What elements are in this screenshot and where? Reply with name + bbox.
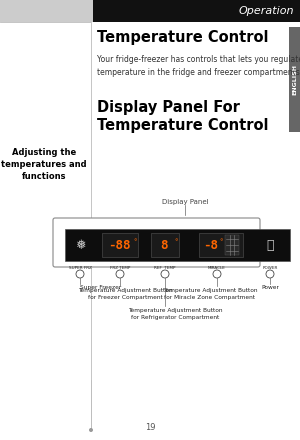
Text: ENGLISH: ENGLISH <box>292 64 297 95</box>
Bar <box>289 27 300 132</box>
Text: functions: functions <box>22 172 66 181</box>
Text: ❅: ❅ <box>75 238 85 252</box>
Text: FRZ TEMP: FRZ TEMP <box>110 266 130 270</box>
Text: -8: -8 <box>203 238 218 252</box>
Text: Temperature Adjustment Button
for Refrigerator Compartment: Temperature Adjustment Button for Refrig… <box>128 308 222 319</box>
Text: Power: Power <box>261 285 279 290</box>
Circle shape <box>89 428 93 432</box>
Text: Temperature Adjustment Button
for Freezer Compartment: Temperature Adjustment Button for Freeze… <box>78 288 172 300</box>
Text: Adjusting the: Adjusting the <box>12 148 76 157</box>
Bar <box>65 229 290 261</box>
Text: °: ° <box>219 239 223 245</box>
Bar <box>102 233 138 257</box>
Bar <box>151 233 179 257</box>
Bar <box>93 0 300 22</box>
Text: Display Panel: Display Panel <box>162 199 208 205</box>
Text: -88: -88 <box>108 238 130 252</box>
FancyBboxPatch shape <box>53 218 260 267</box>
Text: temperatures and: temperatures and <box>1 160 87 169</box>
Bar <box>199 233 243 257</box>
Text: Super Freezer: Super Freezer <box>80 285 121 290</box>
Bar <box>0 0 93 22</box>
Bar <box>225 235 239 255</box>
Text: POWER: POWER <box>262 266 278 270</box>
Text: Your fridge-freezer has controls that lets you regulate the
temperature in the f: Your fridge-freezer has controls that le… <box>97 55 300 77</box>
Text: 8: 8 <box>160 238 167 252</box>
Text: Temperature Control: Temperature Control <box>97 30 268 45</box>
Text: °: ° <box>133 239 137 245</box>
Text: SUPER FRZ: SUPER FRZ <box>69 266 92 270</box>
Text: Operation: Operation <box>238 6 294 16</box>
Text: ⏻: ⏻ <box>266 238 274 252</box>
Text: REF  TEMP: REF TEMP <box>154 266 176 270</box>
Text: °: ° <box>174 239 178 245</box>
Text: MIRACLE: MIRACLE <box>208 266 226 270</box>
Text: 19: 19 <box>145 423 155 432</box>
Text: Temperature Adjustment Button
for Miracle Zone Compartment: Temperature Adjustment Button for Miracl… <box>163 288 257 300</box>
Text: Display Panel For
Temperature Control: Display Panel For Temperature Control <box>97 100 268 133</box>
